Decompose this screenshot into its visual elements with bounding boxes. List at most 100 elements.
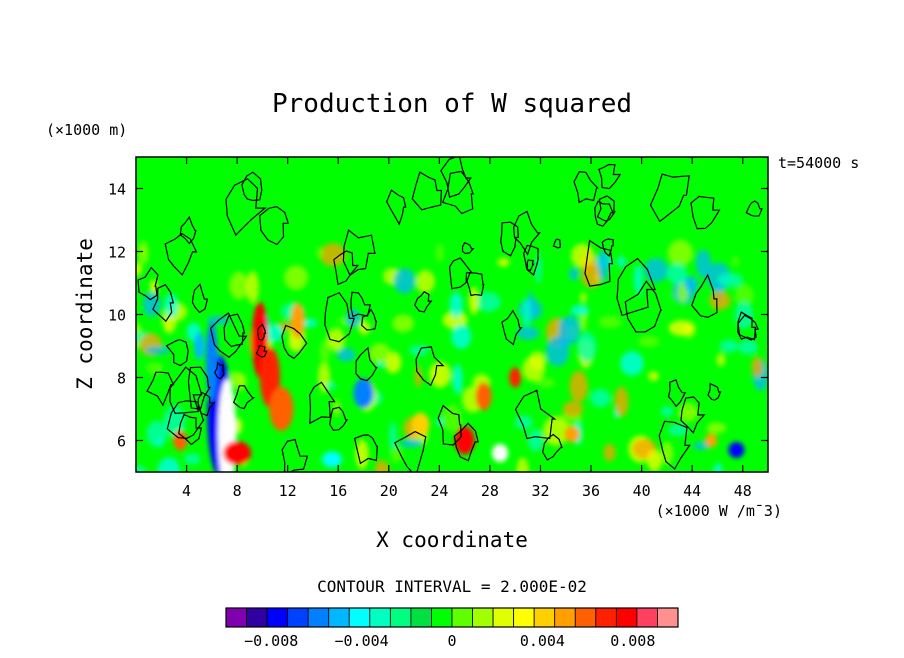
field-cell bbox=[569, 370, 588, 403]
colorbar-swatch bbox=[615, 607, 638, 628]
field-cell bbox=[436, 243, 444, 262]
x-tick-label: 8 bbox=[233, 482, 242, 500]
x-tick-label: 32 bbox=[531, 482, 549, 500]
field-cell bbox=[717, 272, 744, 288]
contour-line bbox=[414, 290, 433, 313]
contour-line bbox=[437, 404, 462, 446]
field-cell bbox=[157, 457, 181, 472]
contour-line bbox=[281, 324, 308, 360]
contour-line bbox=[466, 271, 485, 297]
field-cell bbox=[326, 381, 336, 391]
contour-line bbox=[255, 344, 268, 358]
field-cell bbox=[635, 282, 643, 297]
field-cell bbox=[327, 328, 345, 352]
field-cell bbox=[648, 371, 659, 381]
field-cell bbox=[661, 441, 674, 465]
colorbar-swatch bbox=[533, 607, 556, 628]
field-cell bbox=[400, 439, 423, 448]
field-cell bbox=[449, 292, 463, 319]
colorbar-swatch bbox=[266, 607, 289, 628]
contour-line bbox=[514, 389, 557, 440]
contour-line bbox=[166, 400, 205, 440]
contour-line bbox=[241, 171, 263, 202]
field-cell bbox=[522, 298, 532, 328]
field-cell bbox=[597, 249, 609, 282]
field-cell bbox=[136, 465, 146, 472]
colorbar-swatch bbox=[431, 607, 453, 628]
x-tick-label: 48 bbox=[734, 482, 752, 500]
field-cell bbox=[441, 404, 462, 432]
y-axis: 6 8 10 12 14 bbox=[108, 181, 768, 451]
contour-line bbox=[542, 433, 563, 461]
colorbar-swatch bbox=[328, 607, 350, 628]
x-tick-label: 44 bbox=[683, 482, 701, 500]
contour-line bbox=[214, 361, 225, 380]
y-tick-label: 8 bbox=[117, 370, 126, 388]
contour-interval-label: CONTOUR INTERVAL = 2.000E-02 bbox=[317, 577, 587, 596]
field-cell bbox=[184, 453, 201, 465]
field-feature bbox=[454, 426, 475, 455]
field-cell bbox=[392, 314, 414, 333]
field-cell bbox=[416, 270, 435, 294]
contour-line bbox=[353, 434, 378, 465]
field-cell bbox=[668, 320, 695, 336]
field-feature bbox=[223, 441, 252, 466]
field-cell bbox=[229, 271, 249, 300]
contour-line bbox=[342, 229, 376, 277]
contour-line bbox=[584, 239, 614, 287]
field-cell bbox=[716, 353, 726, 367]
y-tick-label: 14 bbox=[108, 181, 126, 199]
x-tick-label: 36 bbox=[582, 482, 600, 500]
field-cell bbox=[319, 339, 330, 366]
field-cell bbox=[731, 256, 740, 267]
field-cell bbox=[265, 323, 283, 343]
colorbar-swatch bbox=[554, 607, 576, 628]
contour-line bbox=[350, 291, 372, 318]
x-tick-label: 12 bbox=[279, 482, 297, 500]
x-tick-label: 40 bbox=[633, 482, 651, 500]
colorbar-tick-label: 0.008 bbox=[610, 632, 655, 650]
field-features bbox=[136, 239, 768, 472]
contour-line bbox=[737, 311, 757, 341]
field-cell bbox=[668, 424, 689, 436]
field-cell bbox=[393, 268, 416, 294]
contour-line bbox=[500, 221, 520, 257]
field-cell bbox=[751, 356, 764, 378]
contour-line bbox=[191, 283, 209, 314]
x-tick-label: 4 bbox=[182, 482, 191, 500]
field-cell bbox=[590, 389, 611, 408]
contour-line bbox=[329, 406, 349, 432]
contour-line bbox=[598, 163, 622, 190]
x-units-label: (×1000 W /m¯3) bbox=[656, 502, 782, 520]
field-cell bbox=[469, 287, 479, 315]
contour-line bbox=[690, 195, 721, 230]
field-cell bbox=[695, 249, 712, 278]
contour-line bbox=[573, 171, 599, 204]
field-cell bbox=[661, 406, 674, 417]
field-feature bbox=[728, 441, 745, 458]
colorbar-tick-label: 0.004 bbox=[520, 632, 565, 650]
field-cell bbox=[536, 378, 556, 388]
contour-line bbox=[178, 413, 203, 446]
field-cell bbox=[638, 336, 660, 348]
contour-line bbox=[411, 171, 443, 211]
field-feature bbox=[411, 412, 430, 437]
field-cell bbox=[375, 460, 389, 472]
field-cell bbox=[706, 422, 726, 434]
colorbar-swatch bbox=[287, 607, 309, 628]
contour-line bbox=[152, 283, 175, 323]
field-cell bbox=[666, 263, 688, 285]
colorbar-swatch bbox=[389, 607, 412, 628]
field-cell bbox=[390, 446, 403, 463]
colorbar: −0.008 −0.004 0 0.004 0.008 bbox=[225, 607, 679, 650]
x-axis-label: X coordinate bbox=[376, 528, 528, 552]
contour-lines bbox=[137, 157, 763, 472]
field-cell bbox=[355, 439, 369, 470]
field-cell bbox=[734, 284, 754, 307]
field-cell bbox=[226, 371, 247, 387]
y-tick-label: 12 bbox=[108, 244, 126, 262]
field-cell bbox=[738, 340, 759, 355]
contour-line bbox=[745, 200, 763, 217]
contour-line bbox=[257, 323, 267, 341]
field-cell bbox=[451, 324, 472, 349]
